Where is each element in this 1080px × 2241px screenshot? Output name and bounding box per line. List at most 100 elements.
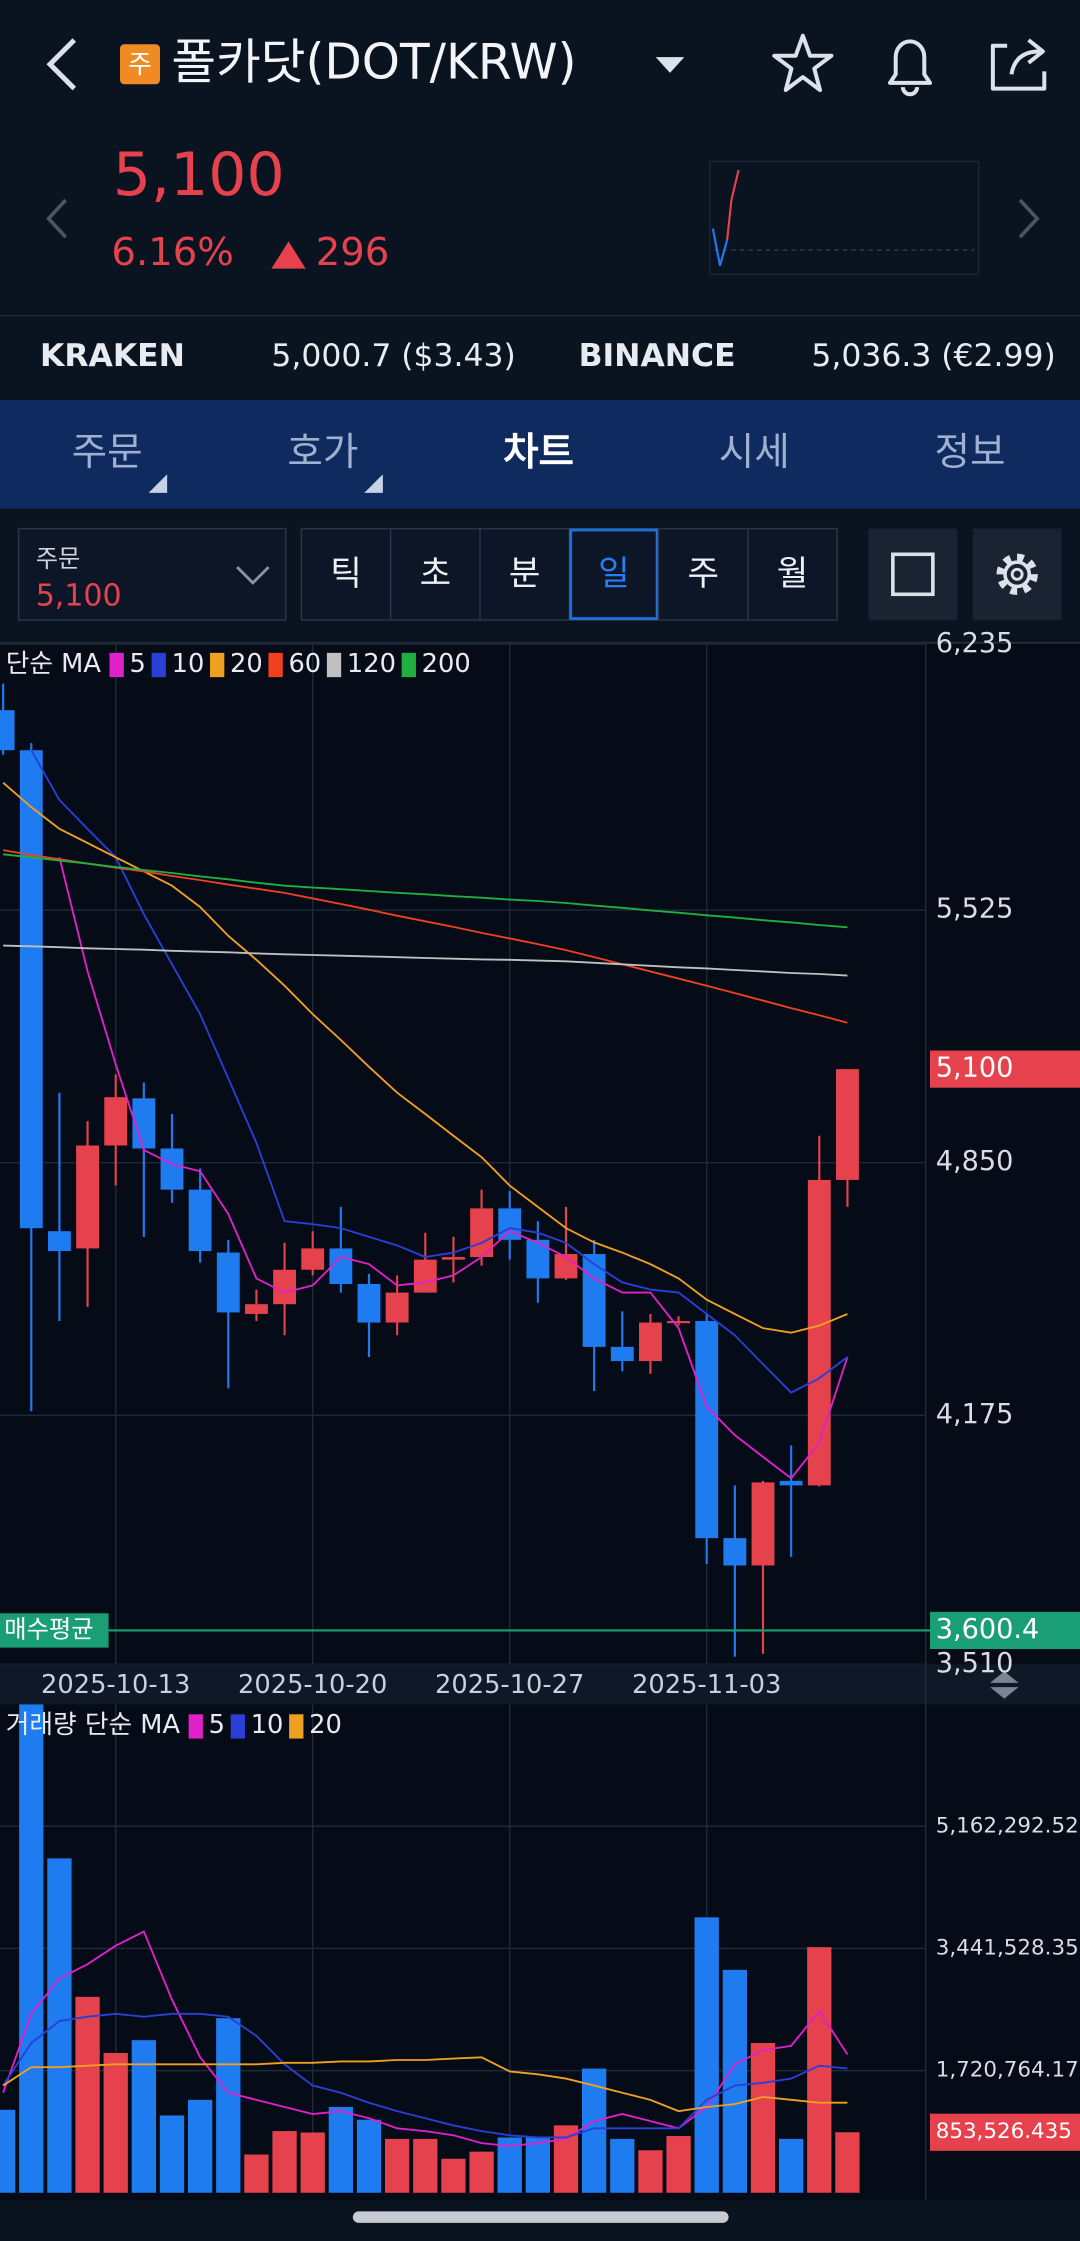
- volume-bar: [356, 2119, 382, 2193]
- ma-line: [30, 749, 848, 1394]
- up-icon: [271, 241, 306, 269]
- favorite-button[interactable]: [772, 33, 834, 93]
- period-button[interactable]: 월: [777, 554, 809, 594]
- candle-body: [442, 1257, 465, 1260]
- period-button[interactable]: 초: [420, 554, 452, 594]
- legend-swatch: [188, 1714, 203, 1739]
- pane-labels: 1,720,764.175 3,441,528.351 5,162,292.526: [936, 1813, 1080, 2082]
- candle-body: [639, 1322, 662, 1362]
- candle-body: [357, 1283, 381, 1323]
- candle-body: [667, 1321, 690, 1324]
- legend-label: 5: [209, 1710, 225, 1740]
- next-button[interactable]: [1018, 198, 1040, 239]
- y-tick-label: 6,235: [936, 628, 1014, 659]
- volume-bar: [216, 2018, 241, 2193]
- order-label: 주문: [36, 544, 81, 573]
- home-indicator: [352, 2211, 729, 2223]
- candle-body: [385, 1292, 409, 1323]
- candle-body: [723, 1538, 747, 1566]
- period-button[interactable]: 주: [687, 554, 719, 594]
- order-box[interactable]: [17, 527, 287, 621]
- pane-labels: 6,235 5,525 4,850 4,175 3,510: [936, 628, 1014, 1679]
- volume-bar: [131, 2040, 156, 2193]
- mini-chart-line: [726, 169, 740, 241]
- last-value-label: 5,100: [936, 1053, 1014, 1084]
- candle-body: [836, 1069, 859, 1180]
- tab[interactable]: 호가: [287, 430, 358, 475]
- last-value-badge: [930, 2113, 1080, 2151]
- volume-bar: [441, 2158, 466, 2193]
- prev-button[interactable]: [46, 198, 68, 239]
- y-tick-label: 5,525: [936, 894, 1014, 925]
- volume-bar: [103, 2052, 128, 2193]
- candle-body: [160, 1148, 184, 1190]
- settings-button[interactable]: [972, 528, 1062, 621]
- exchange-price: 5,036.3 (€2.99): [811, 338, 1055, 374]
- resize-icon[interactable]: [990, 1671, 1019, 1683]
- back-button[interactable]: [46, 38, 77, 91]
- legend-swatch: [151, 652, 166, 678]
- candle-body: [751, 1482, 775, 1566]
- period-button[interactable]: 틱: [330, 554, 362, 594]
- tab[interactable]: 정보: [935, 430, 1006, 475]
- candle-body: [273, 1269, 296, 1305]
- date-axis: [0, 1664, 1080, 1705]
- x-tick-label: 2025-10-27: [435, 1670, 584, 1700]
- x-tick-label: 2025-10-13: [41, 1670, 190, 1700]
- legend-swatch: [401, 652, 416, 678]
- settings-icon: [996, 553, 1038, 596]
- candle-body: [526, 1239, 550, 1279]
- exchange-name: KRAKEN: [40, 338, 185, 374]
- legend-swatch: [326, 652, 342, 678]
- volume-bar: [694, 1917, 719, 2193]
- chart-area: [0, 642, 1080, 2200]
- volume-bar: [188, 2099, 213, 2193]
- volume-bar: [638, 2150, 663, 2193]
- tab-marker: [364, 474, 383, 493]
- legend-label: 5: [130, 649, 146, 679]
- resize-icon[interactable]: [990, 1687, 1019, 1699]
- y-tick-label: 1,720,764.175: [936, 2058, 1080, 2083]
- period-button[interactable]: 일: [598, 554, 630, 594]
- exchange-price: 5,000.7 ($3.43): [271, 338, 515, 374]
- candle-body: [132, 1098, 156, 1149]
- legend-label: 200: [422, 649, 471, 679]
- volume-bar: [525, 2137, 550, 2193]
- candle-body: [582, 1254, 606, 1347]
- ma-line: [3, 853, 848, 929]
- candle-body: [245, 1304, 268, 1314]
- ma-line: [2, 2056, 848, 2113]
- candle-body: [188, 1189, 212, 1252]
- volume-bar: [159, 2115, 185, 2193]
- dropdown-icon[interactable]: [655, 57, 685, 73]
- volume-bar: [19, 1704, 44, 2193]
- title[interactable]: 폴카닷(DOT/KRW): [171, 35, 576, 91]
- legend-swatch: [289, 1714, 304, 1739]
- tab[interactable]: 차트: [503, 430, 574, 475]
- share-button[interactable]: [990, 38, 1047, 91]
- badge: [120, 44, 160, 85]
- candle-body: [554, 1254, 578, 1279]
- legend-label: 10: [251, 1710, 284, 1740]
- ma-line: [2, 2012, 848, 2139]
- volume-bar: [666, 2136, 691, 2193]
- legend-label: 120: [347, 649, 396, 679]
- candle-body: [104, 1097, 128, 1146]
- legend-title: 거래량 단순 MA: [6, 1710, 181, 1740]
- alarm-button[interactable]: [888, 39, 932, 97]
- volume-bar: [610, 2138, 635, 2193]
- legend-label: 20: [309, 1710, 342, 1740]
- period-button[interactable]: 분: [509, 554, 541, 594]
- layout-button[interactable]: [868, 528, 958, 621]
- legend-swatch: [210, 652, 225, 678]
- tab[interactable]: 주문: [72, 430, 143, 475]
- tab[interactable]: 시세: [719, 430, 790, 475]
- settings-icon: [1003, 560, 1032, 589]
- y-tick-label: 3,441,528.351: [936, 1935, 1080, 1960]
- badge-text: 주: [128, 50, 152, 80]
- candle-body: [19, 750, 43, 1229]
- x-tick-label: 2025-10-20: [238, 1670, 387, 1700]
- order-dropdown[interactable]: [236, 566, 270, 585]
- pane: [0, 1704, 926, 2193]
